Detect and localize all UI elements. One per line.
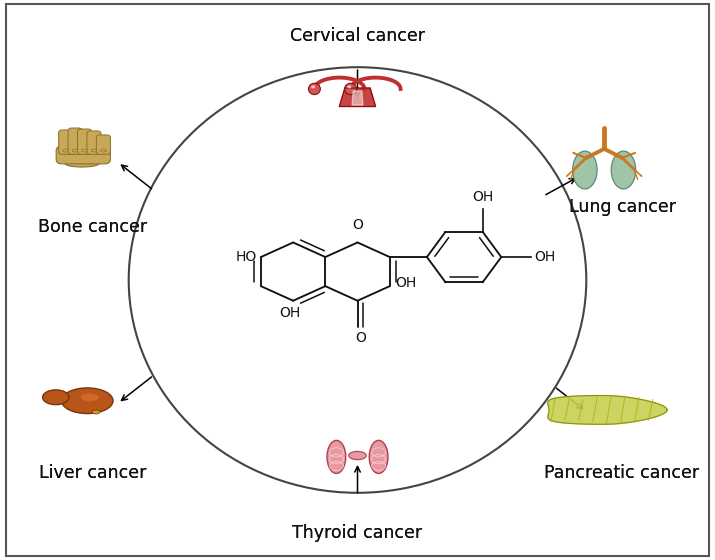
Ellipse shape [347, 85, 351, 88]
Text: Lung cancer: Lung cancer [568, 198, 676, 216]
Text: Bone cancer: Bone cancer [39, 218, 147, 236]
Text: Cervical cancer: Cervical cancer [290, 27, 425, 45]
Text: OH: OH [472, 190, 493, 204]
Polygon shape [352, 91, 363, 105]
Text: Lung cancer: Lung cancer [568, 198, 676, 216]
Ellipse shape [101, 149, 107, 152]
Ellipse shape [61, 388, 113, 413]
FancyBboxPatch shape [68, 128, 82, 155]
Text: Thyroid cancer: Thyroid cancer [292, 524, 423, 542]
Ellipse shape [82, 149, 87, 152]
Ellipse shape [43, 390, 69, 405]
Text: Pancreatic cancer: Pancreatic cancer [545, 464, 699, 482]
Text: Bone cancer: Bone cancer [39, 218, 147, 236]
Text: OH: OH [279, 306, 300, 320]
FancyBboxPatch shape [56, 146, 110, 164]
Polygon shape [340, 88, 375, 106]
Ellipse shape [81, 393, 99, 401]
FancyBboxPatch shape [97, 135, 110, 155]
Text: Liver cancer: Liver cancer [39, 464, 147, 482]
Ellipse shape [92, 410, 100, 414]
Ellipse shape [349, 451, 366, 460]
Text: OH: OH [535, 250, 556, 264]
Text: OH: OH [395, 277, 417, 290]
Text: HO: HO [236, 250, 257, 264]
FancyBboxPatch shape [87, 131, 101, 155]
Ellipse shape [72, 149, 78, 152]
Ellipse shape [369, 440, 388, 473]
FancyBboxPatch shape [77, 129, 92, 155]
Polygon shape [548, 395, 667, 424]
Text: O: O [352, 218, 363, 232]
FancyBboxPatch shape [59, 130, 73, 155]
Ellipse shape [63, 149, 69, 152]
Text: Liver cancer: Liver cancer [39, 464, 147, 482]
Ellipse shape [611, 151, 636, 189]
Ellipse shape [345, 83, 357, 95]
Text: Pancreatic cancer: Pancreatic cancer [545, 464, 699, 482]
Text: Thyroid cancer: Thyroid cancer [292, 524, 423, 542]
Ellipse shape [327, 440, 346, 473]
Ellipse shape [91, 149, 97, 152]
Ellipse shape [65, 160, 99, 167]
Ellipse shape [573, 151, 597, 189]
Ellipse shape [311, 85, 315, 88]
Text: Cervical cancer: Cervical cancer [290, 27, 425, 45]
Ellipse shape [308, 83, 320, 95]
Text: O: O [355, 332, 367, 346]
